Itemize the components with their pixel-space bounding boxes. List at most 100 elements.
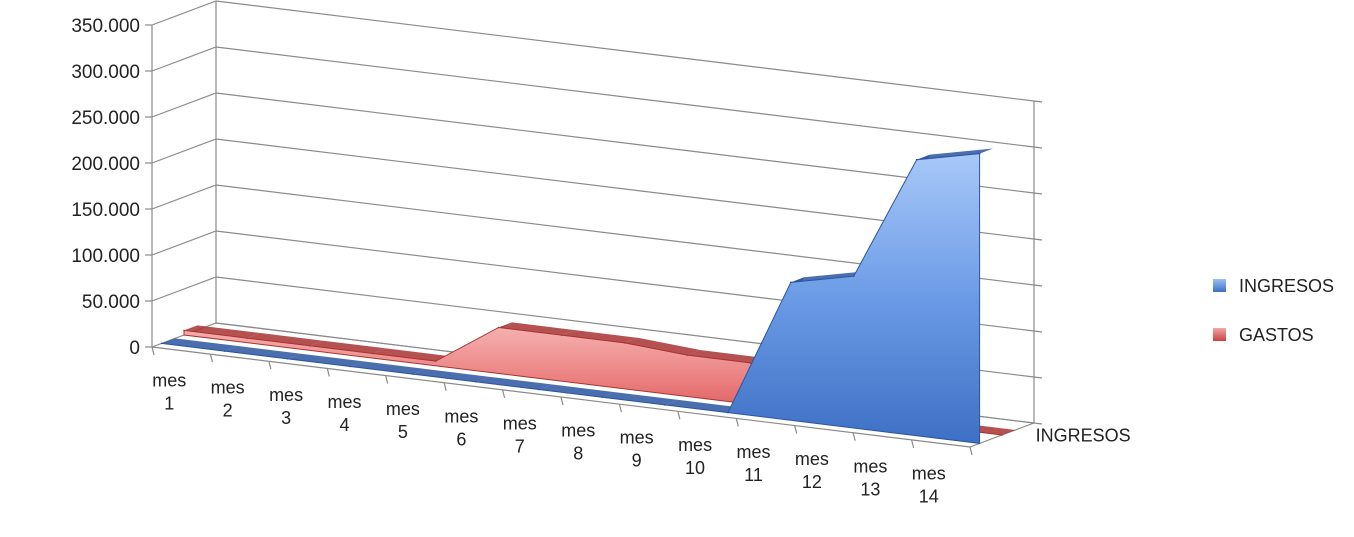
data-point-ingresos	[915, 158, 918, 161]
legend-swatch-ingresos	[1213, 279, 1226, 292]
data-point-ingresos	[223, 350, 226, 352]
data-point-gastos	[497, 326, 500, 329]
area-top-ingresos	[539, 384, 616, 398]
data-point-gastos	[183, 329, 185, 332]
y-tick-label: 150.000	[71, 200, 140, 221]
x-tick-label: mes 1	[152, 371, 186, 414]
x-tick-mark	[560, 396, 564, 406]
x-tick-label: mes 13	[853, 456, 887, 499]
data-point-gastos	[560, 334, 563, 336]
data-point-gastos	[434, 360, 437, 362]
x-tick-mark	[501, 389, 506, 399]
area-top-gastos	[687, 350, 764, 363]
area-top-gastos	[561, 330, 638, 343]
area-top-gastos	[498, 322, 575, 336]
area-top-ingresos	[790, 271, 868, 283]
area-top-gastos	[184, 325, 261, 339]
data-point-gastos	[309, 344, 311, 347]
right-tick-mark	[1033, 376, 1043, 379]
right-tick-mark	[1033, 238, 1043, 241]
x-tick-mark	[209, 353, 214, 363]
data-point-ingresos	[349, 365, 352, 368]
series-areas	[160, 148, 1016, 444]
right-tick-mark	[1033, 422, 1043, 425]
right-tick-mark	[1033, 192, 1043, 195]
data-point-gastos	[749, 362, 752, 364]
y-tick-label: 0	[129, 338, 140, 359]
x-tick-mark	[385, 375, 389, 384]
legend-swatch-gastos	[1213, 328, 1226, 341]
area-top-gastos	[372, 348, 450, 362]
data-point-ingresos	[790, 281, 792, 284]
x-tick-mark	[618, 403, 623, 413]
y-tick-label: 100.000	[71, 246, 140, 267]
x-tick-label: mes 3	[269, 385, 303, 428]
y-tick-label: 250.000	[71, 108, 140, 129]
depth-axis: INGRESOS	[1036, 425, 1131, 445]
area-series-ingresos	[161, 153, 981, 444]
area-top-gastos	[624, 337, 701, 356]
x-tick-mark	[677, 411, 681, 420]
gridline	[151, 0, 1035, 102]
x-tick-mark	[794, 425, 798, 434]
area-top-ingresos	[916, 148, 994, 160]
legend: INGRESOS GASTOS	[1213, 276, 1334, 345]
area-top-ingresos	[350, 361, 427, 375]
x-tick-label: mes 9	[620, 428, 654, 471]
area-top-ingresos	[476, 376, 553, 390]
area-top-ingresos	[161, 338, 238, 352]
data-point-ingresos	[160, 342, 163, 345]
y-axis-ticks: 0 50.000 100.000 150.000 200.000 250.000 300.0…	[71, 16, 152, 359]
data-point-ingresos	[727, 411, 729, 414]
area-top-ingresos	[224, 346, 301, 359]
data-point-ingresos	[978, 152, 981, 155]
x-axis-categories: mes 1 mes 2 mes 3 mes 4 mes 5 mes 6 mes 7 mes 8 mes 9 mes 1…	[152, 371, 946, 507]
y-tick-label: 300.000	[71, 62, 140, 83]
gridline	[151, 46, 1035, 148]
x-tick-label: mes 7	[503, 413, 537, 456]
legend-label-gastos: GASTOS	[1239, 325, 1314, 345]
y-tick-label: 50.000	[82, 292, 140, 313]
x-tick-mark	[969, 446, 973, 456]
area-top-ingresos	[602, 392, 679, 405]
data-point-gastos	[246, 337, 248, 339]
x-tick-label: mes 5	[386, 399, 420, 442]
x-tick-mark	[326, 368, 330, 377]
x-tick-label: mes 10	[678, 435, 712, 478]
right-tick-mark	[1033, 330, 1043, 333]
right-tick-mark	[1033, 146, 1043, 149]
area-top-gastos	[246, 333, 324, 346]
x-tick-mark	[852, 432, 856, 441]
x-tick-label: mes 8	[561, 421, 595, 464]
y-tick-label: 200.000	[71, 154, 140, 175]
depth-axis-label: INGRESOS	[1036, 425, 1131, 445]
data-point-gastos	[686, 354, 689, 356]
data-point-ingresos	[852, 275, 855, 278]
gridline	[151, 92, 1035, 194]
data-point-ingresos	[475, 381, 478, 383]
area-top-gastos	[309, 340, 387, 354]
area-top-ingresos	[413, 369, 490, 382]
area-top-ingresos	[664, 399, 742, 413]
x-tick-label: mes 12	[795, 449, 829, 492]
data-point-ingresos	[412, 373, 415, 375]
x-tick-mark	[268, 361, 272, 370]
x-tick-label: mes 11	[736, 442, 770, 485]
data-point-ingresos	[538, 388, 540, 391]
data-point-ingresos	[601, 396, 603, 399]
y-tick-label: 350.000	[71, 16, 140, 37]
data-point-gastos	[1001, 434, 1003, 436]
area-top-ingresos	[287, 353, 364, 367]
x-tick-label: mes 14	[912, 463, 946, 506]
x-tick-label: mes 6	[444, 406, 478, 449]
right-tick-mark	[1033, 284, 1043, 287]
data-point-gastos	[623, 342, 626, 344]
x-tick-mark	[151, 346, 155, 356]
x-tick-mark	[443, 382, 447, 391]
data-point-ingresos	[286, 357, 289, 360]
x-tick-label: mes 4	[327, 392, 361, 435]
x-tick-mark	[910, 439, 915, 449]
right-tick-mark	[1033, 100, 1043, 103]
x-tick-label: mes 2	[211, 378, 245, 421]
